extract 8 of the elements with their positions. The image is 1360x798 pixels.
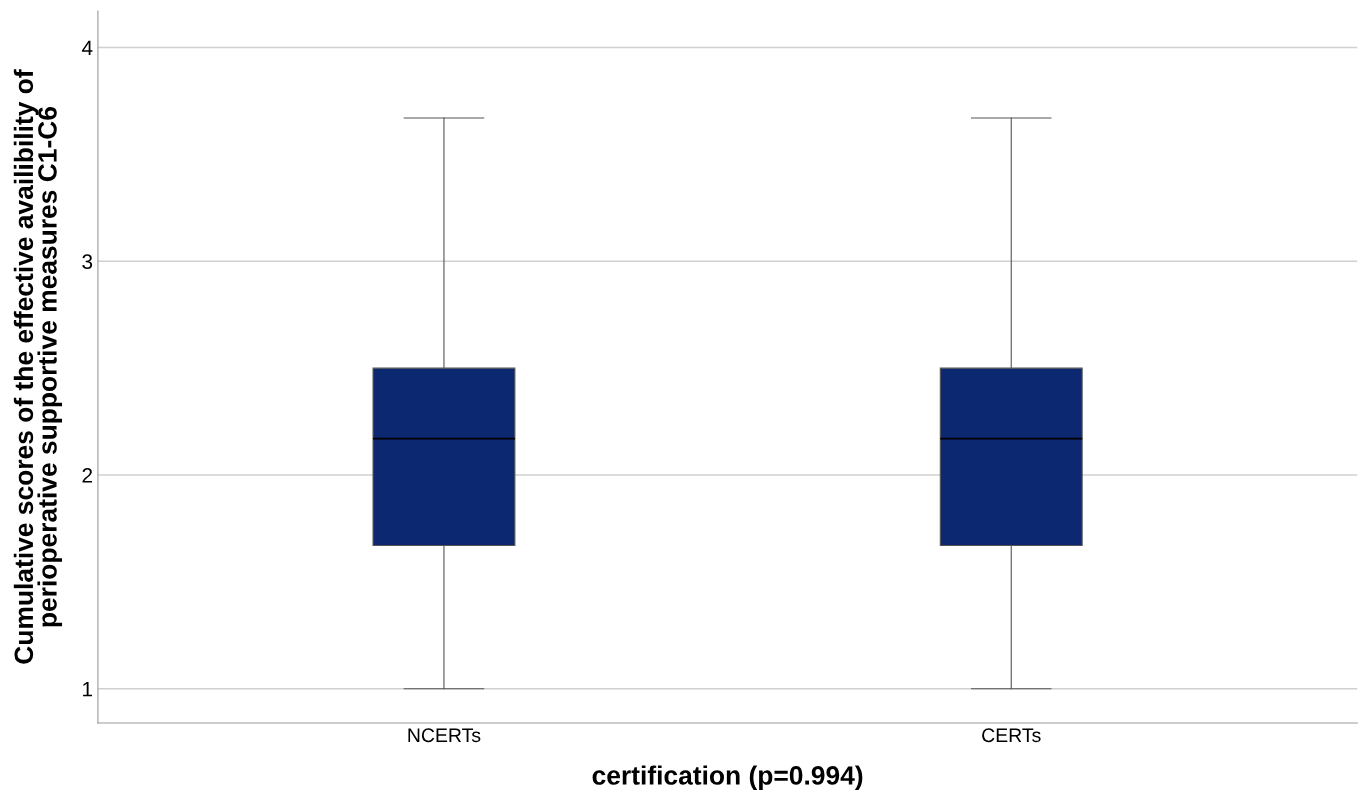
y-tick-label: 3 — [82, 254, 93, 270]
x-axis-title: certification (p=0.994) — [592, 765, 863, 791]
y-tick-label: 4 — [81, 40, 93, 56]
y-tick-label: 2 — [82, 468, 93, 483]
x-tick-label: NCERTs — [408, 728, 481, 743]
y-tick-label: 1 — [83, 682, 93, 697]
x-tick-label: CERTs — [982, 728, 1041, 743]
y-axis-title: Cumulative scores of the effective availibility of perioperative supportive measures C1-C6 — [13, 69, 63, 664]
